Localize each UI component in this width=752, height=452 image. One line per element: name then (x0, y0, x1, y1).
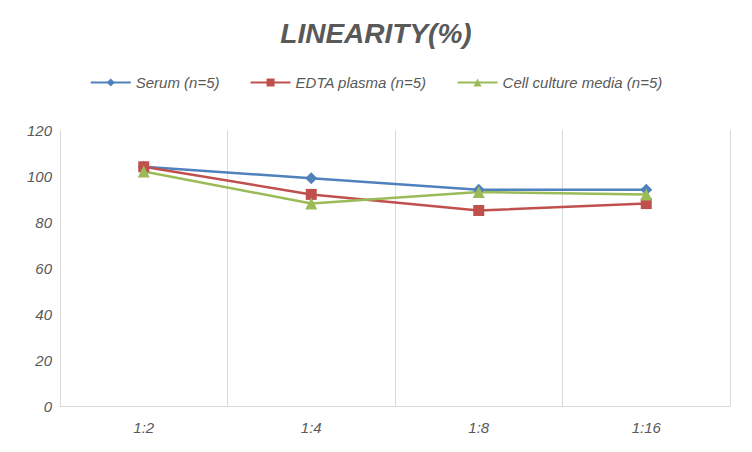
svg-text:80: 80 (35, 214, 52, 231)
svg-text:60: 60 (35, 260, 52, 277)
svg-text:0: 0 (44, 398, 53, 415)
svg-text:40: 40 (35, 306, 52, 323)
svg-text:1:8: 1:8 (468, 419, 490, 436)
svg-text:Serum (n=5): Serum (n=5) (136, 74, 220, 91)
svg-text:EDTA plasma (n=5): EDTA plasma (n=5) (296, 74, 426, 91)
svg-text:100: 100 (27, 168, 53, 185)
svg-text:20: 20 (34, 352, 52, 369)
svg-text:1:4: 1:4 (301, 419, 322, 436)
svg-text:LINEARITY(%): LINEARITY(%) (280, 18, 471, 49)
svg-text:120: 120 (27, 122, 53, 139)
svg-text:1:2: 1:2 (133, 419, 155, 436)
svg-text:Cell culture media (n=5): Cell culture media (n=5) (503, 74, 663, 91)
svg-text:1:16: 1:16 (632, 419, 662, 436)
